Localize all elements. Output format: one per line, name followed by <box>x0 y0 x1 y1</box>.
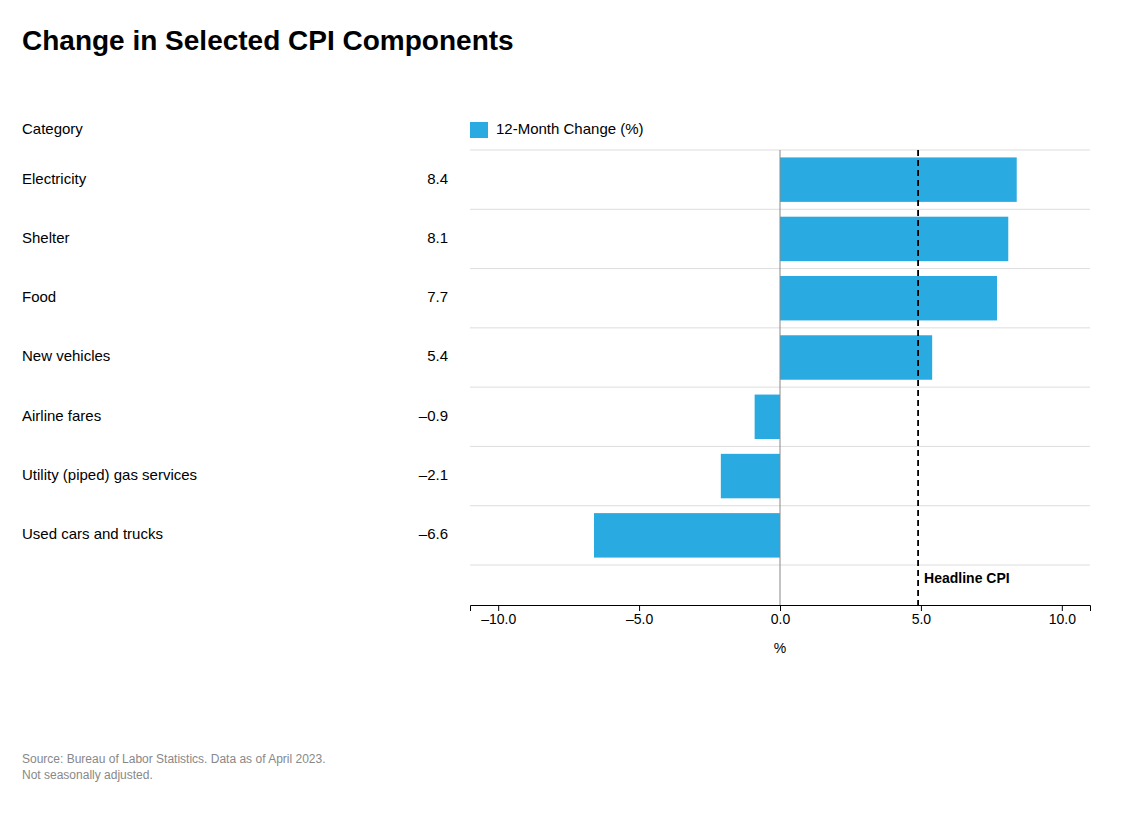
x-tick: 10.0 <box>1049 605 1076 627</box>
category-label: Electricity <box>22 170 87 187</box>
bar <box>780 335 932 379</box>
reference-label: Headline CPI <box>924 570 1010 586</box>
bar <box>780 276 997 320</box>
value-label: 8.4 <box>427 170 448 187</box>
category-label: Airline fares <box>22 407 101 424</box>
zero-line <box>780 150 781 605</box>
source-line: Source: Bureau of Labor Statistics. Data… <box>22 752 326 766</box>
bar <box>721 454 780 498</box>
bar <box>594 513 780 557</box>
value-label: –2.1 <box>419 466 448 483</box>
source: Source: Bureau of Labor Statistics. Data… <box>22 752 326 782</box>
x-tick-label: –10.0 <box>481 611 516 627</box>
source-line: Not seasonally adjusted. <box>22 768 153 782</box>
bar <box>780 157 1017 201</box>
reference-line <box>917 150 919 605</box>
x-tick: 0.0 <box>771 605 791 627</box>
category-label: Used cars and trucks <box>22 525 163 542</box>
chart-container: Change in Selected CPI Components Headlin… <box>0 0 1130 813</box>
x-tick-label: 10.0 <box>1049 611 1076 627</box>
bars <box>594 157 1017 557</box>
value-label: 7.7 <box>427 288 448 305</box>
value-label: –6.6 <box>419 525 448 542</box>
value-label: 8.1 <box>427 229 448 246</box>
category-labels: Electricity Shelter Food New vehicles Airlin… <box>22 170 197 543</box>
value-label: 5.4 <box>427 347 448 364</box>
chart-svg: Change in Selected CPI Components Headlin… <box>0 0 1130 813</box>
category-header: Category <box>22 120 83 137</box>
value-labels: 8.4 8.1 7.7 5.4 –0.9 –2.1 –6.6 <box>419 170 448 543</box>
category-label: New vehicles <box>22 347 110 364</box>
category-label: Food <box>22 288 56 305</box>
legend-swatch <box>470 122 488 138</box>
legend-label: 12-Month Change (%) <box>496 120 644 137</box>
bar <box>780 217 1008 261</box>
title: Change in Selected CPI Components <box>22 25 514 56</box>
legend: 12-Month Change (%) <box>470 120 644 138</box>
category-label: Utility (piped) gas services <box>22 466 197 483</box>
x-tick: 5.0 <box>912 605 932 627</box>
x-axis: –10.0 –5.0 0.0 5.0 10.0 <box>471 605 1091 627</box>
value-label: –0.9 <box>419 407 448 424</box>
x-tick-label: 5.0 <box>912 611 932 627</box>
x-tick: –5.0 <box>626 605 653 627</box>
x-tick-label: 0.0 <box>771 611 791 627</box>
bar <box>755 395 780 439</box>
x-tick-label: –5.0 <box>626 611 653 627</box>
category-label: Shelter <box>22 229 70 246</box>
x-axis-label: % <box>774 640 786 656</box>
x-tick: –10.0 <box>481 605 516 627</box>
